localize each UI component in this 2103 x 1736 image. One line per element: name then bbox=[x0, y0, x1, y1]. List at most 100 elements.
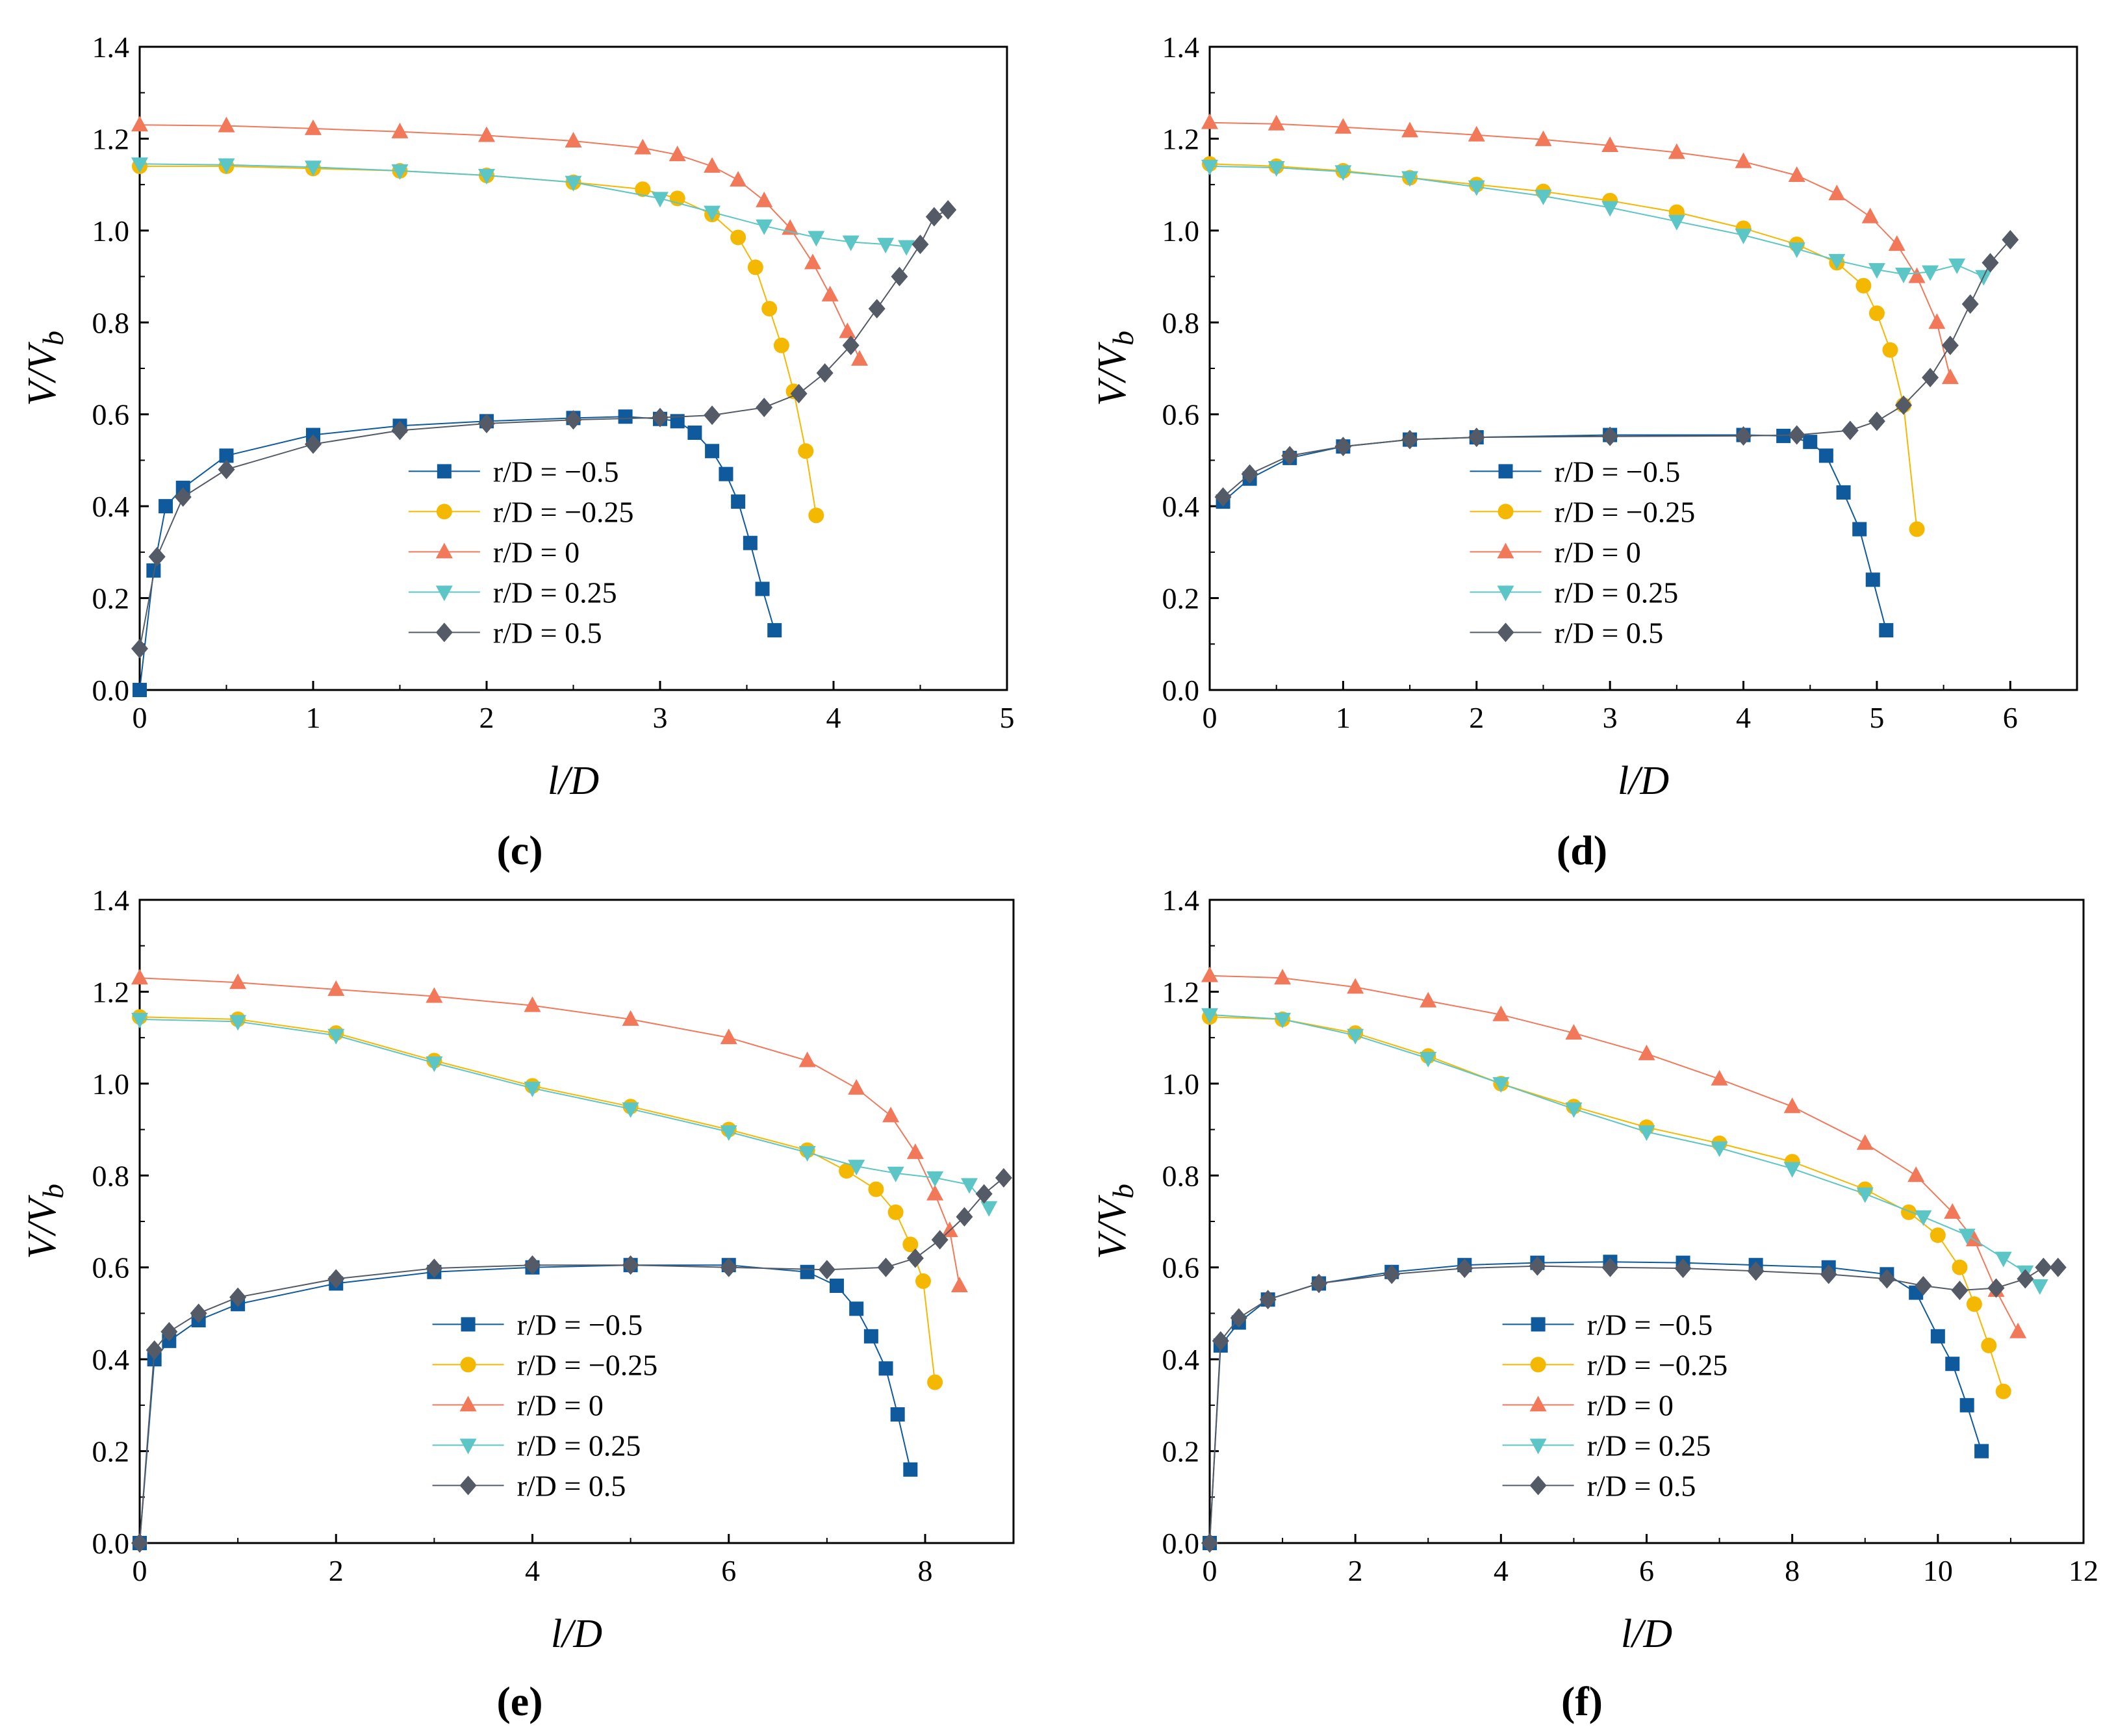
data-point bbox=[756, 191, 773, 207]
x-tick-label: 10 bbox=[1923, 1554, 1953, 1587]
data-point bbox=[756, 398, 773, 418]
y-tick-label: 1.0 bbox=[1162, 1067, 1200, 1101]
data-point bbox=[848, 1160, 865, 1176]
data-point bbox=[960, 1178, 978, 1194]
data-point bbox=[524, 1255, 541, 1275]
x-tick-label: 8 bbox=[917, 1554, 932, 1587]
x-tick-label: 4 bbox=[1736, 701, 1751, 734]
data-point bbox=[131, 1533, 148, 1553]
data-point bbox=[790, 383, 808, 403]
x-tick-label: 1 bbox=[1336, 701, 1351, 734]
legend-label: r/D = 0.5 bbox=[517, 1469, 626, 1502]
data-point bbox=[391, 420, 409, 440]
data-point bbox=[829, 1279, 844, 1293]
panel-label: (e) bbox=[496, 1678, 542, 1724]
data-point bbox=[1856, 1187, 1874, 1203]
data-point bbox=[1868, 305, 1885, 322]
data-point bbox=[1915, 1276, 1932, 1296]
data-point bbox=[1535, 189, 1552, 205]
data-point bbox=[190, 1303, 207, 1323]
x-axis-title: l/D bbox=[1621, 1612, 1672, 1656]
y-tick-label: 0.4 bbox=[1162, 490, 1200, 523]
data-point bbox=[1201, 1008, 1218, 1024]
data-point bbox=[1803, 435, 1818, 450]
data-point bbox=[1915, 1210, 1932, 1226]
series-line bbox=[1209, 121, 1951, 378]
data-series bbox=[131, 200, 957, 659]
data-point bbox=[798, 1145, 816, 1162]
data-point bbox=[1668, 143, 1685, 159]
data-point bbox=[1861, 207, 1879, 223]
data-point bbox=[131, 157, 148, 173]
chart-panel: 0.0 0.2 0.4 0.6 0.8 1.0 1.2 1.4 0 2 4 6 8 10 12 l/D V/Vb… bbox=[1090, 884, 2098, 1724]
x-tick-label: 5 bbox=[1869, 701, 1884, 734]
data-point bbox=[1420, 991, 1437, 1008]
data-point bbox=[1310, 1273, 1328, 1294]
data-point bbox=[1383, 1264, 1401, 1284]
data-point bbox=[818, 1260, 835, 1280]
data-point bbox=[863, 1329, 878, 1344]
legend-marker bbox=[1497, 585, 1514, 602]
y-tick-label: 0.2 bbox=[92, 582, 130, 615]
x-tick-label: 8 bbox=[1785, 1554, 1800, 1587]
data-point bbox=[761, 301, 778, 317]
y-tick-label: 1.2 bbox=[92, 975, 130, 1008]
x-tick-label: 6 bbox=[1639, 1554, 1654, 1587]
y-tick-label: 0.0 bbox=[1162, 674, 1200, 707]
data-point bbox=[426, 1056, 443, 1073]
legend-label: r/D = −0.5 bbox=[1555, 455, 1681, 488]
data-point bbox=[887, 1166, 904, 1182]
data-point bbox=[1945, 1357, 1960, 1372]
data-point bbox=[622, 1010, 639, 1026]
data-point bbox=[1930, 1329, 1945, 1344]
data-point bbox=[426, 1258, 443, 1279]
data-point bbox=[146, 1340, 163, 1360]
data-point bbox=[305, 160, 322, 177]
y-tick-label: 0.4 bbox=[1162, 1343, 1200, 1376]
legend-marker bbox=[1498, 504, 1514, 520]
data-point bbox=[2009, 1322, 2027, 1338]
data-point bbox=[148, 546, 166, 567]
series-line bbox=[1209, 165, 1984, 277]
data-point bbox=[731, 494, 746, 509]
data-point bbox=[1922, 265, 1939, 281]
data-point bbox=[1334, 165, 1352, 181]
data-point bbox=[906, 1143, 924, 1159]
series-line bbox=[139, 1018, 989, 1208]
legend-marker bbox=[460, 1357, 476, 1373]
data-point bbox=[1868, 262, 1885, 279]
x-tick-label: 2 bbox=[479, 701, 494, 734]
data-point bbox=[1879, 623, 1894, 638]
data-point bbox=[1995, 1383, 2011, 1399]
y-tick-label: 1.0 bbox=[92, 214, 130, 248]
legend-label: r/D = −0.25 bbox=[493, 495, 634, 528]
data-point bbox=[1952, 1259, 1968, 1275]
data-point bbox=[1347, 1028, 1364, 1045]
data-point bbox=[868, 1181, 884, 1197]
data-point bbox=[1401, 171, 1419, 187]
data-point bbox=[1468, 428, 1485, 448]
data-series bbox=[131, 116, 869, 366]
y-tick-label: 1.4 bbox=[92, 884, 130, 917]
data-point bbox=[906, 1248, 924, 1268]
y-tick-label: 0.6 bbox=[92, 1251, 130, 1284]
data-point bbox=[767, 623, 782, 638]
data-point bbox=[1930, 1227, 1946, 1244]
data-point bbox=[618, 409, 633, 424]
data-point bbox=[327, 1028, 345, 1045]
data-point bbox=[1259, 1290, 1277, 1310]
x-tick-label: 4 bbox=[1494, 1554, 1509, 1587]
data-point bbox=[2035, 1257, 2052, 1277]
data-series bbox=[131, 157, 915, 256]
data-point bbox=[1788, 242, 1805, 259]
data-point bbox=[719, 466, 733, 481]
data-point bbox=[773, 337, 789, 353]
data-point bbox=[877, 1257, 895, 1277]
series-line bbox=[139, 977, 960, 1286]
data-point bbox=[565, 131, 582, 147]
x-tick-label: 4 bbox=[826, 701, 841, 734]
legend-marker bbox=[435, 622, 453, 643]
data-point bbox=[1535, 130, 1552, 146]
data-point bbox=[1347, 978, 1364, 994]
